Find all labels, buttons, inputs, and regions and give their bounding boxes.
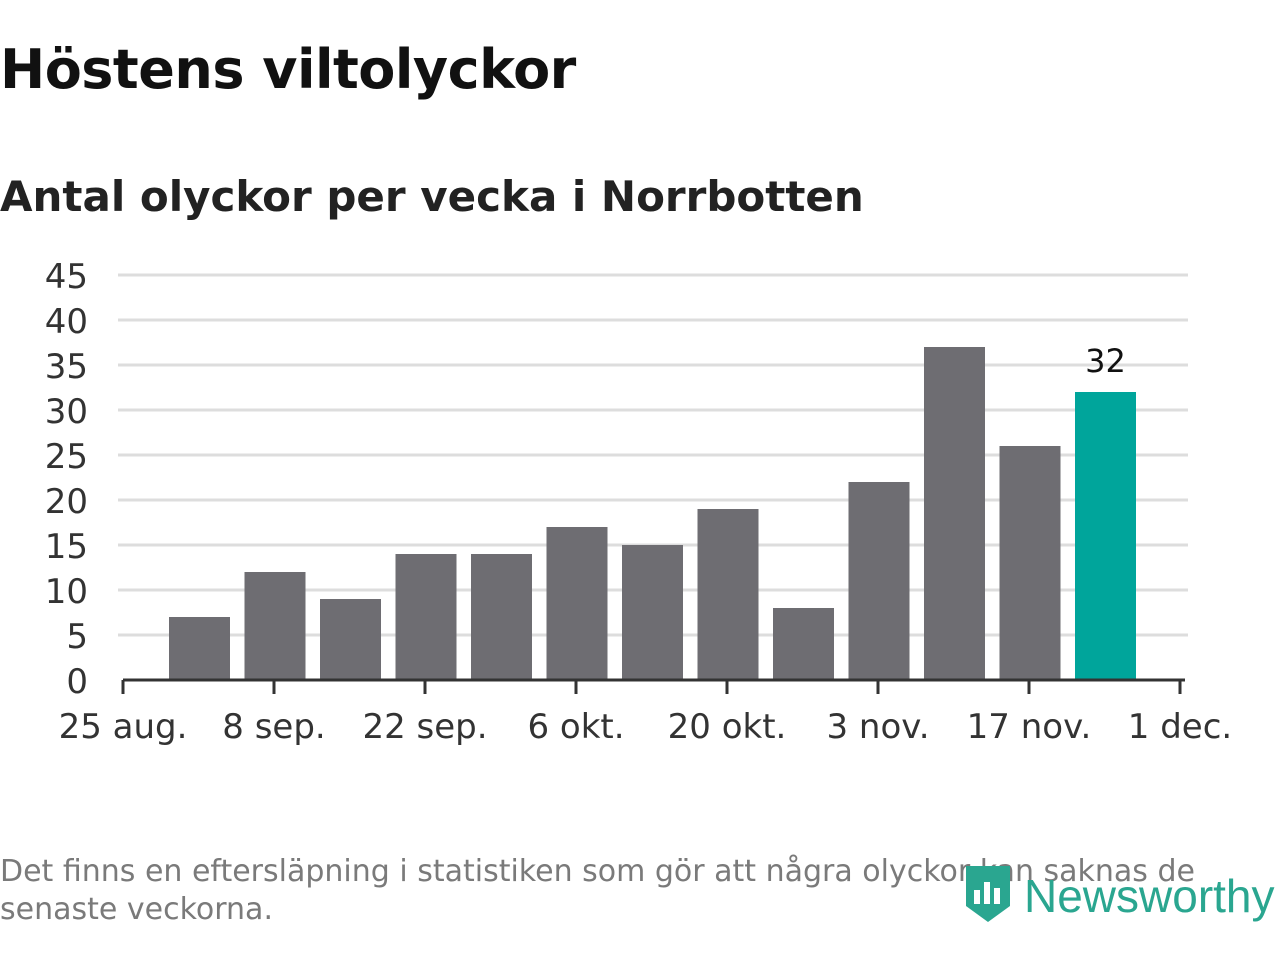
y-tick-label: 0 <box>66 662 88 702</box>
bar <box>395 554 457 680</box>
data-label: 32 <box>1085 342 1126 380</box>
newsworthy-logo-icon <box>962 862 1014 930</box>
x-tick-label: 17 nov. <box>967 707 1092 747</box>
y-tick-label: 25 <box>45 437 88 477</box>
chart-subtitle: Antal olyckor per vecka i Norrbotten <box>0 172 864 221</box>
bar <box>622 545 683 680</box>
brand-logo: Newsworthy <box>962 862 1275 930</box>
chart-title: Höstens viltolyckor <box>0 38 576 101</box>
bar <box>697 509 759 680</box>
x-tick-label: 1 dec. <box>1128 707 1232 747</box>
bar <box>848 482 910 680</box>
y-tick-label: 15 <box>45 527 88 567</box>
bar <box>1075 392 1136 680</box>
x-tick-label: 22 sep. <box>362 707 487 747</box>
y-tick-label: 35 <box>45 347 88 387</box>
bar <box>546 527 608 680</box>
bar <box>244 572 306 680</box>
bar <box>924 347 985 680</box>
y-tick-label: 40 <box>45 302 88 342</box>
y-tick-label: 45 <box>45 257 88 297</box>
y-tick-label: 5 <box>66 617 88 657</box>
x-tick-label: 6 okt. <box>527 707 624 747</box>
x-tick-label: 3 nov. <box>826 707 929 747</box>
bar <box>169 617 230 680</box>
x-tick-label: 25 aug. <box>59 707 188 747</box>
brand-name: Newsworthy <box>1024 870 1275 922</box>
x-tick-label: 8 sep. <box>222 707 325 747</box>
bar-chart: 0 5 10 15 20 25 30 35 40 45 32 25 aug. 8 sep. 22 sep.… <box>45 257 1232 747</box>
y-tick-label: 20 <box>45 482 88 522</box>
bar <box>320 599 381 680</box>
bar <box>773 608 834 680</box>
bar <box>999 446 1061 680</box>
y-tick-label: 10 <box>45 572 88 612</box>
bar <box>471 554 532 680</box>
y-tick-label: 30 <box>45 392 88 432</box>
x-tick-label: 20 okt. <box>668 707 787 747</box>
